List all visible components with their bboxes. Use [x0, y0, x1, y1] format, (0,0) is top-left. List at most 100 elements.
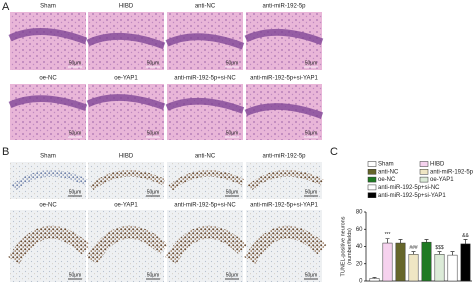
- scale-bar-label: 50μm: [305, 189, 318, 195]
- error-bar: [398, 239, 403, 244]
- error-bar: [372, 277, 377, 279]
- legend-swatch: [419, 161, 429, 167]
- error-bar: [385, 238, 390, 244]
- y-tick-label: 40: [356, 244, 363, 250]
- scale-bar-label: 50μm: [305, 60, 318, 66]
- error-bar: [437, 251, 442, 255]
- cell-layer: [8, 28, 88, 45]
- cell-layer: [168, 170, 245, 191]
- significance: $$$: [435, 245, 444, 251]
- significance: ###: [409, 245, 418, 251]
- bar: [382, 242, 393, 282]
- scale-bar-label: 50μm: [305, 272, 318, 278]
- image-label: oe-NC: [39, 76, 57, 82]
- image-label: oe-NC: [39, 203, 57, 209]
- image-label: Sham: [40, 154, 56, 160]
- legend-label: anti-NC: [378, 169, 399, 175]
- bar: [447, 254, 458, 282]
- scale-bar-label: 50μm: [69, 60, 82, 66]
- cell-layer: [165, 97, 245, 114]
- micrograph: Sham 50μm: [10, 154, 88, 199]
- scale-bar-label: 50μm: [226, 272, 239, 278]
- scale-bar-label: 50μm: [226, 130, 239, 136]
- panel-label: A: [2, 1, 10, 13]
- scale-bar-label: 50μm: [69, 130, 82, 136]
- cell-layer: [165, 33, 245, 50]
- y-tick-label: 80: [356, 210, 363, 216]
- image-label: anti-NC: [195, 4, 216, 10]
- tissue-texture: [10, 12, 86, 70]
- legend-label: Sham: [378, 162, 394, 168]
- cell-layer: [86, 32, 166, 50]
- legend-swatch: [367, 192, 377, 198]
- tissue-texture: [88, 84, 164, 140]
- image-label: oe-YAP1: [114, 76, 138, 82]
- y-axis-label: TUNEL-positive neurons: [340, 216, 346, 276]
- bar: [395, 242, 406, 282]
- micrograph: anti-miR-192-5p 50μm: [244, 4, 324, 70]
- micrograph: anti-miR-192-5p+si-YAP1 50μm: [244, 203, 327, 282]
- bar: [434, 254, 445, 282]
- micrograph: Sham 50μm: [8, 4, 88, 70]
- cell-layer: [244, 28, 324, 46]
- micrograph: anti-miR-192-5p+si-NC 50μm: [165, 203, 248, 282]
- legend-swatch: [367, 176, 377, 183]
- y-tick-label: 60: [356, 227, 363, 233]
- cell-layer: [86, 225, 169, 264]
- y-tick-label: 0: [359, 279, 363, 285]
- y-tick-label: 20: [356, 261, 363, 267]
- scale-bar-label: 50μm: [305, 130, 318, 136]
- error-bar: [424, 239, 429, 243]
- image-label: oe-YAP1: [114, 203, 138, 209]
- micrograph: anti-miR-192-5p+si-YAP1 50μm: [244, 76, 324, 140]
- legend-label: oe-YAP1: [430, 177, 454, 183]
- error-bar: [450, 251, 455, 256]
- bar: [460, 243, 471, 282]
- cell-layer: [89, 170, 166, 191]
- scale-bar-label: 50μm: [226, 189, 239, 195]
- image-label: anti-miR-192-5p: [262, 154, 306, 160]
- legend-swatch: [367, 161, 377, 167]
- image-label: anti-miR-192-5p+si-YAP1: [250, 203, 318, 209]
- scale-bar-label: 50μm: [147, 272, 160, 278]
- legend-swatch: [367, 169, 377, 175]
- legend-label: anti-miR-192-5p+si-NC: [378, 185, 440, 191]
- micrograph: oe-NC 50μm: [8, 76, 88, 140]
- cell-layer: [86, 94, 166, 110]
- image-label: anti-miR-192-5p: [262, 4, 306, 10]
- legend-swatch: [419, 176, 429, 183]
- cell-layer: [244, 103, 324, 119]
- scale-bar-label: 50μm: [147, 189, 160, 195]
- image-label: HIBD: [119, 4, 134, 10]
- legend-swatch: [367, 184, 377, 191]
- cell-layer: [8, 95, 88, 111]
- cell-layer: [247, 170, 324, 191]
- scale-bar-label: 50μm: [147, 60, 160, 66]
- legend-label: anti-miR-192-5p+si-YAP1: [378, 193, 446, 199]
- scale-bar-label: 50μm: [69, 272, 82, 278]
- scale-bar-label: 50μm: [226, 60, 239, 66]
- bar: [421, 241, 432, 282]
- legend-label: HIBD: [430, 162, 445, 168]
- legend-label: anti-miR-192-5p: [430, 169, 474, 175]
- significance: &&: [462, 233, 469, 239]
- cell-layer: [8, 225, 91, 264]
- micrographs: Sham50μmHIBD50μmanti-NC50μmanti-miR-192-…: [8, 4, 327, 282]
- image-label: HIBD: [119, 154, 134, 160]
- image-label: anti-miR-192-5p+si-NC: [174, 203, 236, 209]
- micrograph: oe-YAP1 50μm: [86, 76, 166, 140]
- bar: [369, 278, 380, 282]
- bar-chart: 0 20 40 60 80 TUNEL-positive neurons (number/f…: [340, 161, 474, 285]
- micrograph: anti-NC 50μm: [165, 4, 245, 70]
- cell-layer: [11, 170, 88, 191]
- micrograph: oe-NC 50μm: [8, 203, 91, 282]
- legend-label: oe-NC: [378, 177, 396, 183]
- y-axis-label: (number/fields): [347, 228, 353, 265]
- micrograph: HIBD 50μm: [88, 154, 166, 199]
- panel-label: B: [2, 146, 9, 158]
- cell-layer: [244, 225, 327, 264]
- micrograph: anti-miR-192-5p+si-NC 50μm: [165, 76, 245, 140]
- scale-bar-label: 50μm: [69, 189, 82, 195]
- bar: [408, 254, 419, 282]
- image-label: anti-miR-192-5p+si-YAP1: [250, 76, 318, 82]
